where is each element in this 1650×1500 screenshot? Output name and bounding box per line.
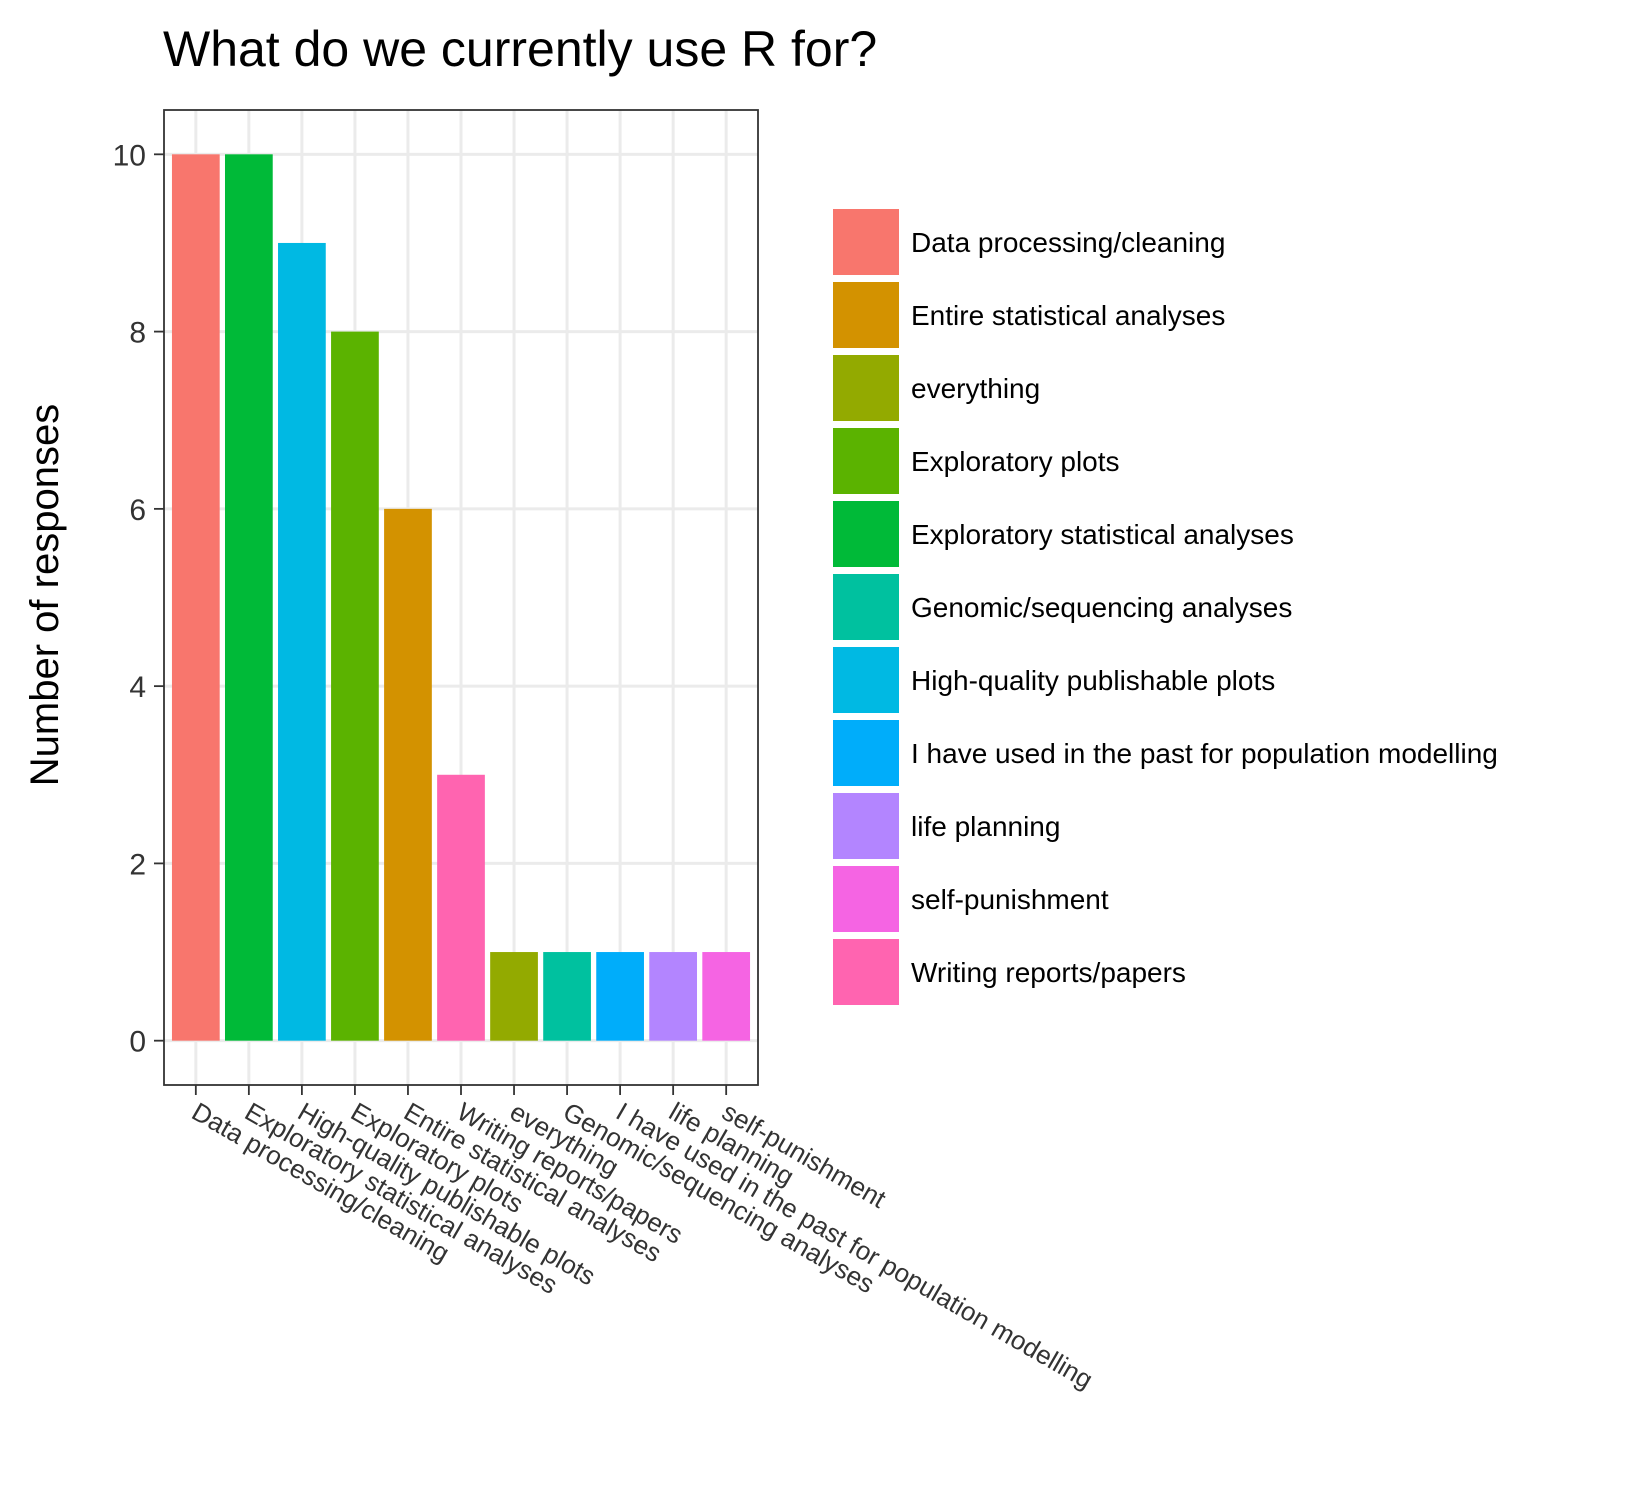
- bar-everything: [490, 952, 538, 1041]
- y-tick-label: 8: [129, 317, 146, 350]
- bar-genomic-sequencing-analyses: [543, 952, 591, 1041]
- y-tick-label: 6: [129, 494, 146, 527]
- bar-writing-reports-papers: [437, 774, 485, 1041]
- legend-key: [833, 793, 899, 859]
- legend-key: [833, 501, 899, 567]
- legend-label: High-quality publishable plots: [911, 665, 1275, 696]
- legend: Data processing/cleaning Entire statistic…: [833, 209, 1498, 1005]
- legend-label: Writing reports/papers: [911, 957, 1186, 988]
- legend-key: [833, 282, 899, 348]
- bar-entire-statistical-analyses: [384, 508, 432, 1041]
- legend-label: everything: [911, 373, 1040, 404]
- chart-title: What do we currently use R for?: [163, 21, 877, 77]
- legend-key: [833, 574, 899, 640]
- legend-label: Exploratory plots: [911, 446, 1120, 477]
- legend-label: I have used in the past for population m…: [911, 738, 1498, 769]
- y-tick-label: 0: [129, 1026, 146, 1059]
- bar-data-processing-cleaning: [171, 154, 220, 1041]
- legend-key: [833, 647, 899, 713]
- legend-key: [833, 355, 899, 421]
- y-tick-label: 2: [129, 848, 146, 881]
- y-axis-label: Number of responses: [23, 404, 67, 786]
- bar-exploratory-plots: [331, 331, 379, 1041]
- x-tick-label: I have used in the past for population m…: [611, 1096, 1098, 1394]
- legend-label: life planning: [911, 811, 1060, 842]
- bar-i-have-used-in-the-past-for-population-modelling: [596, 952, 644, 1041]
- bar-high-quality-publishable-plots: [278, 242, 326, 1041]
- legend-key: [833, 939, 899, 1005]
- bar-life-planning: [649, 952, 698, 1041]
- legend-key: [833, 866, 899, 932]
- legend-label: Genomic/sequencing analyses: [911, 592, 1292, 623]
- bar-exploratory-statistical-analyses: [224, 154, 273, 1041]
- legend-label: self-punishment: [911, 884, 1109, 915]
- legend-label: Data processing/cleaning: [911, 227, 1225, 258]
- bar-self-punishment: [702, 952, 751, 1041]
- legend-label: Entire statistical analyses: [911, 300, 1225, 331]
- legend-label: Exploratory statistical analyses: [911, 519, 1294, 550]
- y-tick-label: 4: [129, 671, 146, 704]
- legend-key: [833, 428, 899, 494]
- legend-key: [833, 209, 899, 275]
- legend-key: [833, 720, 899, 786]
- y-tick-label: 10: [113, 139, 146, 172]
